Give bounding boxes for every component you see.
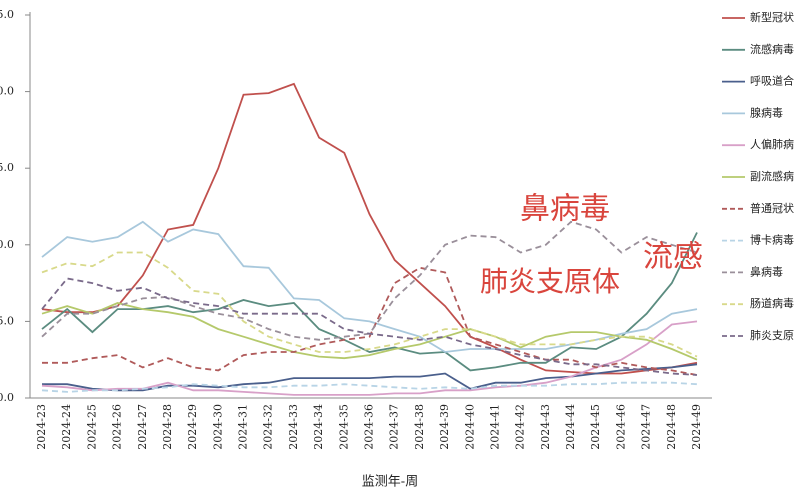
legend-label: 流感病毒 bbox=[750, 42, 794, 56]
series-line bbox=[41, 232, 698, 372]
x-tick-label: 2024-24 bbox=[60, 404, 73, 450]
legend-label: 博卡病毒 bbox=[750, 233, 794, 247]
x-tick-label: 2024-32 bbox=[262, 404, 275, 450]
legend-label: 新型冠状 bbox=[750, 10, 794, 24]
x-tick-label: 2024-40 bbox=[463, 404, 476, 450]
y-tick-label: 0.0 bbox=[0, 391, 14, 404]
x-tick-label: 2024-23 bbox=[35, 404, 48, 450]
y-tick-label: 10.0 bbox=[0, 238, 14, 251]
x-tick-label: 2024-33 bbox=[287, 404, 300, 450]
x-tick-label: 2024-29 bbox=[186, 404, 199, 450]
series-line bbox=[41, 320, 698, 396]
series-line bbox=[41, 251, 698, 358]
legend-label: 肺炎支原 bbox=[750, 329, 794, 342]
x-tick-label: 2024-30 bbox=[211, 404, 224, 450]
legend-label: 腺病毒 bbox=[750, 105, 783, 119]
x-tick-label: 2024-45 bbox=[589, 404, 602, 450]
x-tick-label: 2024-31 bbox=[237, 404, 250, 450]
legend-label: 人偏肺病 bbox=[750, 137, 794, 151]
x-tick-label: 2024-48 bbox=[665, 404, 678, 450]
x-tick-label: 2024-36 bbox=[363, 404, 376, 450]
x-tick-label: 2024-44 bbox=[564, 404, 577, 450]
y-tick-label: 20.0 bbox=[0, 85, 14, 98]
x-tick-label: 2024-27 bbox=[136, 404, 149, 450]
legend-label: 肠道病毒 bbox=[750, 296, 794, 310]
annotation: 肺炎支原体 bbox=[480, 265, 620, 298]
x-tick-label: 2024-49 bbox=[690, 404, 703, 450]
x-tick-label: 2024-38 bbox=[413, 404, 426, 450]
x-tick-label: 2024-47 bbox=[640, 404, 653, 450]
y-tick-label: 25.0 bbox=[0, 8, 14, 21]
series-line bbox=[41, 277, 698, 376]
x-tick-label: 2024-28 bbox=[161, 404, 174, 450]
legend-label: 鼻病毒 bbox=[750, 264, 783, 278]
x-tick-label: 2024-46 bbox=[614, 404, 627, 450]
y-tick-label: 5.0 bbox=[0, 314, 14, 327]
x-tick-label: 2024-43 bbox=[539, 404, 552, 450]
y-tick-label: 15.0 bbox=[0, 161, 14, 174]
x-tick-label: 2024-42 bbox=[514, 404, 527, 450]
series-line bbox=[41, 220, 698, 353]
x-tick-label: 2024-39 bbox=[438, 404, 451, 450]
x-tick-label: 2024-25 bbox=[85, 404, 98, 450]
legend-label: 副流感病 bbox=[750, 169, 794, 183]
x-axis-label: 监测年-周 bbox=[362, 475, 418, 490]
x-tick-label: 2024-41 bbox=[488, 404, 501, 450]
annotation: 流感 bbox=[643, 240, 703, 275]
series-line bbox=[41, 82, 698, 375]
x-tick-label: 2024-35 bbox=[337, 404, 350, 450]
legend-label: 呼吸道合 bbox=[750, 74, 794, 88]
series-line bbox=[41, 302, 698, 361]
annotation: 鼻病毒 bbox=[520, 192, 610, 227]
x-tick-label: 2024-26 bbox=[111, 404, 124, 450]
series-line bbox=[42, 363, 698, 392]
legend-label: 普通冠状 bbox=[750, 201, 794, 215]
x-tick-label: 2024-34 bbox=[312, 404, 325, 450]
x-tick-label: 2024-37 bbox=[388, 404, 401, 450]
